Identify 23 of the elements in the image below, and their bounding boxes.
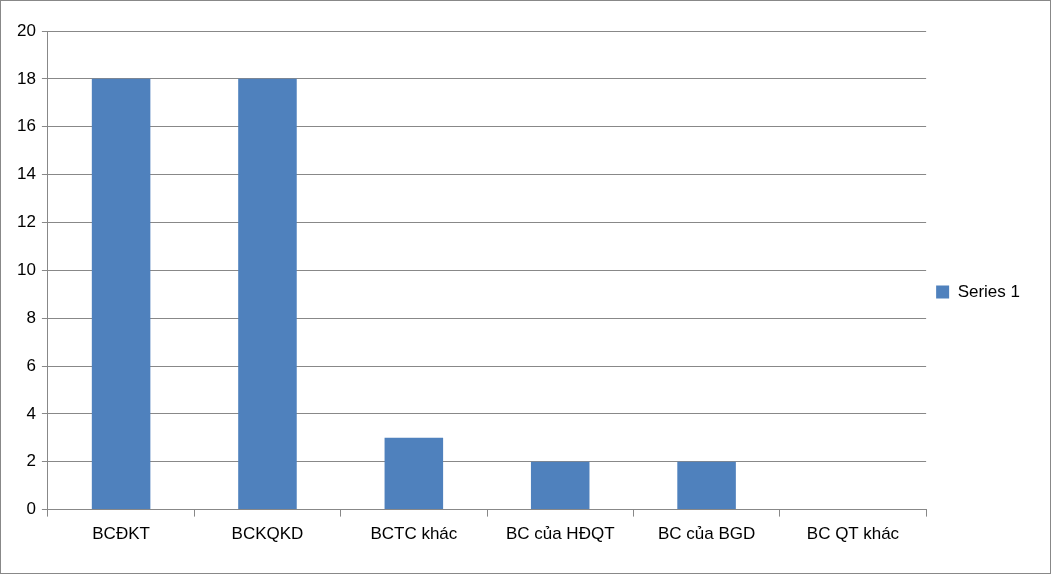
y-tick-label: 2 xyxy=(26,451,36,471)
y-tick-label: 18 xyxy=(16,68,36,88)
x-tick-label: BCTC khác xyxy=(370,524,458,544)
y-tick-label: 0 xyxy=(26,499,36,519)
x-tick-label: BC của HĐQT xyxy=(505,524,615,544)
y-tick-label: 10 xyxy=(16,259,36,279)
y-tick-label: 14 xyxy=(16,164,36,184)
bar xyxy=(677,461,736,510)
y-tick-label: 20 xyxy=(16,20,36,40)
y-tick-label: 6 xyxy=(26,355,36,375)
x-tick-label: BCĐKT xyxy=(92,524,150,544)
x-tick-label: BC QT khác xyxy=(806,524,900,544)
bar xyxy=(384,437,444,510)
y-tick-label: 8 xyxy=(26,307,36,327)
legend-label: Series 1 xyxy=(957,281,1021,301)
bar xyxy=(91,78,151,510)
y-tick-label: 16 xyxy=(16,116,36,136)
bar xyxy=(238,78,297,510)
x-tick-label: BCKQKD xyxy=(231,524,304,544)
y-tick-label: 4 xyxy=(26,403,36,423)
y-tick-label: 12 xyxy=(16,212,36,232)
x-tick-label: BC của BGD xyxy=(657,524,756,544)
bar xyxy=(530,461,590,510)
